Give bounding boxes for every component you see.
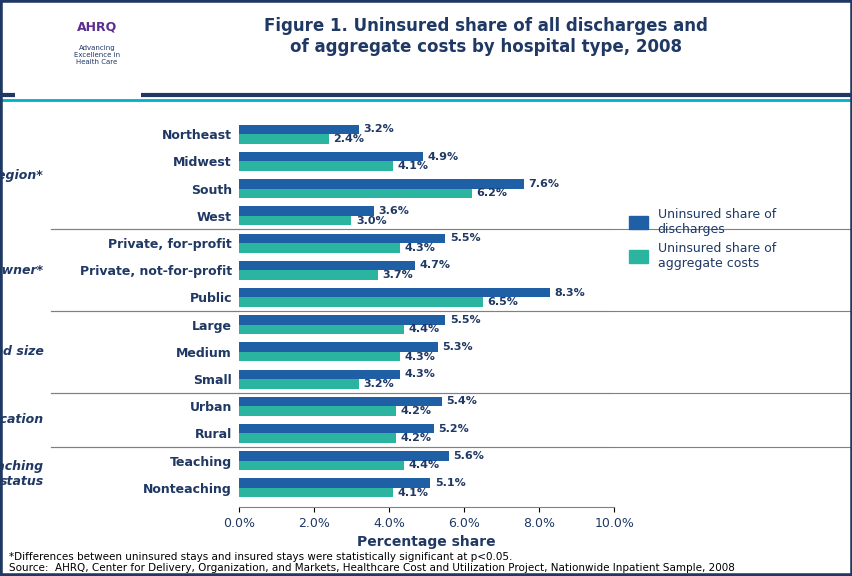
Text: 6.5%: 6.5% <box>486 297 517 307</box>
Bar <box>239 370 400 379</box>
FancyBboxPatch shape <box>15 0 179 122</box>
Bar <box>239 152 423 161</box>
Bar <box>239 352 400 361</box>
Text: 3.7%: 3.7% <box>382 270 412 280</box>
Bar <box>239 216 351 225</box>
X-axis label: Percentage share: Percentage share <box>357 535 495 549</box>
Bar <box>239 315 445 325</box>
Bar <box>239 288 550 297</box>
Text: Owner*: Owner* <box>0 264 43 276</box>
Text: 3.6%: 3.6% <box>378 206 409 216</box>
Text: 5.2%: 5.2% <box>438 424 469 434</box>
Text: 4.7%: 4.7% <box>419 260 450 271</box>
Text: 4.4%: 4.4% <box>408 460 439 471</box>
Text: 3.2%: 3.2% <box>363 124 394 134</box>
Bar <box>239 179 523 189</box>
Text: 4.2%: 4.2% <box>400 433 431 443</box>
Bar <box>239 261 415 270</box>
Text: 3.2%: 3.2% <box>363 379 394 389</box>
Text: Bed size: Bed size <box>0 346 43 358</box>
Bar <box>239 125 359 134</box>
Bar <box>239 270 377 280</box>
Text: 4.4%: 4.4% <box>408 324 439 335</box>
Text: Source:  AHRQ, Center for Delivery, Organization, and Markets, Healthcare Cost a: Source: AHRQ, Center for Delivery, Organ… <box>9 563 734 573</box>
Text: 8.3%: 8.3% <box>554 287 585 298</box>
Bar <box>239 379 359 389</box>
Text: 5.5%: 5.5% <box>449 315 480 325</box>
Bar <box>239 325 404 334</box>
Bar <box>239 297 482 307</box>
Text: *Differences between uninsured stays and insured stays were statistically signif: *Differences between uninsured stays and… <box>9 552 511 562</box>
Text: 4.2%: 4.2% <box>400 406 431 416</box>
Text: AHRQ: AHRQ <box>77 20 117 33</box>
Text: Location: Location <box>0 414 43 426</box>
Bar <box>239 243 400 252</box>
Bar <box>239 233 445 243</box>
Text: 4.3%: 4.3% <box>404 369 435 379</box>
Text: 6.2%: 6.2% <box>475 188 506 198</box>
Text: 5.1%: 5.1% <box>435 478 465 488</box>
Bar <box>239 406 396 416</box>
Text: 4.3%: 4.3% <box>404 243 435 253</box>
Text: Figure 1. Uninsured share of all discharges and
of aggregate costs by hospital t: Figure 1. Uninsured share of all dischar… <box>264 17 707 56</box>
Text: 4.1%: 4.1% <box>397 488 428 498</box>
Text: 2.4%: 2.4% <box>333 134 364 144</box>
Text: 5.6%: 5.6% <box>453 451 484 461</box>
Bar <box>239 488 392 497</box>
Text: 4.3%: 4.3% <box>404 351 435 362</box>
Bar <box>239 397 441 406</box>
Text: 4.9%: 4.9% <box>427 151 458 162</box>
Legend: Uninsured share of
discharges, Uninsured share of
aggregate costs: Uninsured share of discharges, Uninsured… <box>628 208 775 270</box>
Bar <box>239 433 396 443</box>
Text: 3.0%: 3.0% <box>355 215 386 226</box>
Text: 4.1%: 4.1% <box>397 161 428 171</box>
Text: Advancing
Excellence in
Health Care: Advancing Excellence in Health Care <box>74 45 120 65</box>
Bar <box>239 206 373 216</box>
Bar <box>239 424 434 433</box>
Bar <box>239 451 448 461</box>
Bar <box>239 161 392 171</box>
Bar <box>239 342 437 352</box>
Bar <box>239 134 329 144</box>
Text: 5.4%: 5.4% <box>446 396 476 407</box>
Text: 5.5%: 5.5% <box>449 233 480 243</box>
Text: 7.6%: 7.6% <box>528 179 559 189</box>
Text: Region*: Region* <box>0 169 43 181</box>
Text: 5.3%: 5.3% <box>441 342 472 352</box>
Bar <box>239 189 471 198</box>
Bar <box>239 461 404 470</box>
Text: Teaching
status: Teaching status <box>0 460 43 488</box>
Bar <box>239 478 429 488</box>
